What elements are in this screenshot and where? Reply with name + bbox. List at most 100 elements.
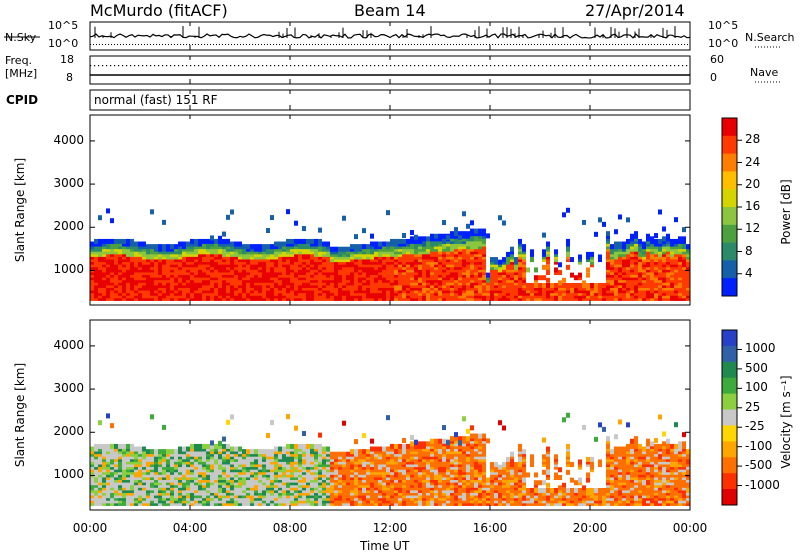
power-cell — [238, 241, 242, 247]
power-cell — [170, 275, 174, 281]
power-cell — [126, 275, 130, 281]
velocity-cell — [354, 490, 358, 496]
power-cell — [502, 293, 506, 299]
velocity-cell — [150, 482, 154, 488]
velocity-cell — [294, 467, 298, 473]
power-cell — [678, 282, 682, 288]
velocity-cell — [182, 446, 186, 452]
power-cell — [234, 246, 238, 252]
power-cell — [258, 277, 262, 283]
power-cell — [206, 272, 210, 278]
power-cell — [458, 275, 462, 281]
power-cell — [414, 277, 418, 283]
power-cell — [490, 264, 494, 270]
velocity-cell — [314, 456, 318, 462]
power-cell — [370, 290, 374, 296]
power-cell — [94, 249, 98, 255]
velocity-cell — [110, 472, 114, 478]
velocity-cell — [410, 441, 414, 447]
power-cell — [614, 280, 618, 286]
velocity-cell — [158, 500, 162, 506]
power-cell — [234, 244, 238, 250]
power-cell — [150, 209, 154, 215]
velocity-cell — [366, 493, 370, 499]
velocity-cell — [182, 459, 186, 465]
power-cell — [494, 259, 498, 265]
power-cell — [390, 264, 394, 270]
velocity-cell — [410, 477, 414, 483]
velocity-cell — [234, 464, 238, 470]
power-cell — [418, 275, 422, 281]
power-cell — [274, 244, 278, 250]
power-cell — [634, 241, 638, 247]
power-cell — [278, 259, 282, 265]
velocity-cell — [126, 480, 130, 486]
power-cell — [418, 267, 422, 273]
power-cell — [490, 267, 494, 273]
power-cell — [454, 282, 458, 288]
power-cell — [230, 295, 234, 301]
power-cell — [502, 282, 506, 288]
power-cell — [354, 249, 358, 255]
velocity-cell — [250, 462, 254, 468]
power-cell — [458, 290, 462, 296]
power-cell — [334, 259, 338, 265]
power-cell — [550, 288, 554, 294]
power-cell — [626, 251, 630, 257]
power-cell — [618, 246, 622, 252]
power-cell — [630, 238, 634, 244]
power-cell — [310, 285, 314, 291]
power-cell — [250, 251, 254, 257]
velocity-cell — [298, 451, 302, 457]
power-cell — [442, 280, 446, 286]
velocity-cell — [262, 462, 266, 468]
power-cell — [374, 241, 378, 247]
power-cell — [430, 280, 434, 286]
power-cell — [282, 290, 286, 296]
power-cell — [658, 277, 662, 283]
power-cell — [274, 249, 278, 255]
velocity-cell — [134, 493, 138, 499]
power-cell — [142, 277, 146, 283]
velocity-cell — [170, 480, 174, 486]
power-cell — [110, 295, 114, 301]
velocity-cell — [378, 454, 382, 460]
power-cell — [614, 293, 618, 299]
velocity-cell — [98, 456, 102, 462]
power-cell — [334, 254, 338, 260]
velocity-cell — [346, 477, 350, 483]
power-cell — [126, 264, 130, 270]
velocity-cell — [138, 459, 142, 465]
velocity-cell — [138, 464, 142, 470]
velocity-cell — [230, 459, 234, 465]
velocity-cell — [162, 464, 166, 470]
power-cell — [434, 238, 438, 244]
velocity-cell — [246, 456, 250, 462]
velocity-cell — [186, 487, 190, 493]
velocity-cell — [342, 482, 346, 488]
power-cell — [162, 251, 166, 257]
power-cell — [290, 251, 294, 257]
power-cell — [94, 267, 98, 273]
power-cell — [462, 267, 466, 273]
velocity-cell — [262, 498, 266, 504]
power-cell — [322, 290, 326, 296]
velocity-cell — [346, 472, 350, 478]
velocity-cell — [162, 490, 166, 496]
velocity-cell — [234, 472, 238, 478]
power-cell — [206, 244, 210, 250]
velocity-cell — [198, 472, 202, 478]
power-cell — [406, 275, 410, 281]
power-cell — [510, 249, 514, 255]
velocity-cell — [362, 469, 366, 475]
power-cell — [678, 280, 682, 286]
power-cell — [514, 282, 518, 288]
velocity-cell — [378, 456, 382, 462]
power-cell — [502, 264, 506, 270]
power-cell — [162, 280, 166, 286]
power-cell — [598, 285, 602, 291]
velocity-cell — [386, 490, 390, 496]
velocity-cell — [238, 485, 242, 491]
velocity-cell — [202, 480, 206, 486]
power-cell — [470, 257, 474, 263]
